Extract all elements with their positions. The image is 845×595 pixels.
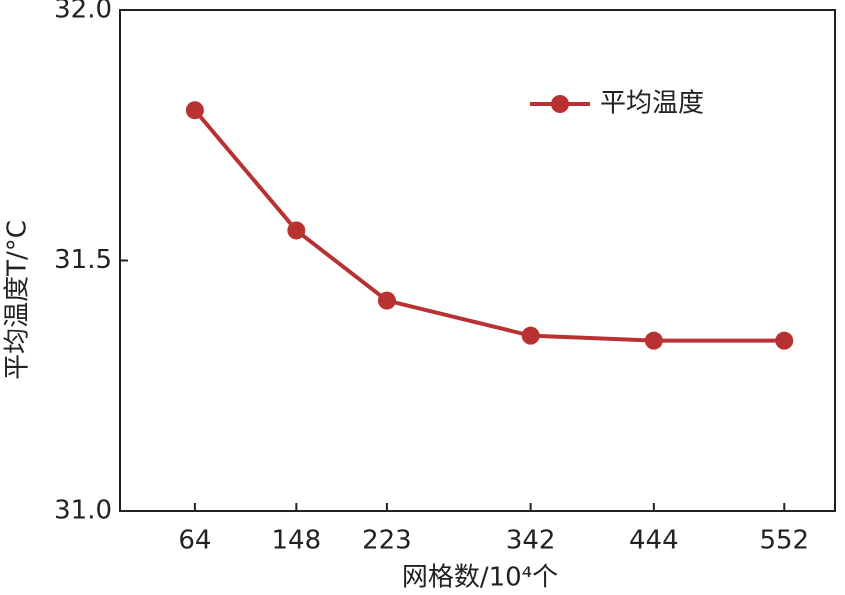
- point: [775, 331, 794, 350]
- point: [521, 326, 540, 345]
- x-tick-label: 148: [272, 526, 322, 556]
- line: [193, 108, 785, 343]
- y-tick-label: 32.0: [54, 0, 112, 25]
- x-tick-label: 342: [506, 526, 556, 556]
- point: [377, 291, 396, 310]
- point: [287, 221, 306, 240]
- x-tick-label: 444: [629, 526, 679, 556]
- y-axis-label: 平均温度T/°C: [3, 220, 33, 380]
- x-tick-label: 64: [178, 526, 211, 556]
- legend-marker: [551, 95, 569, 113]
- point: [644, 331, 663, 350]
- y-tick-label: 31.5: [54, 245, 112, 275]
- x-axis-label: 网格数/10⁴个: [402, 563, 558, 593]
- plot-frame: [119, 9, 836, 512]
- point: [185, 101, 204, 120]
- y-tick-label: 31.0: [54, 496, 112, 526]
- legend-label: 平均温度: [600, 89, 704, 119]
- x-tick-label: 223: [362, 526, 412, 556]
- x-tick-label: 552: [759, 526, 809, 556]
